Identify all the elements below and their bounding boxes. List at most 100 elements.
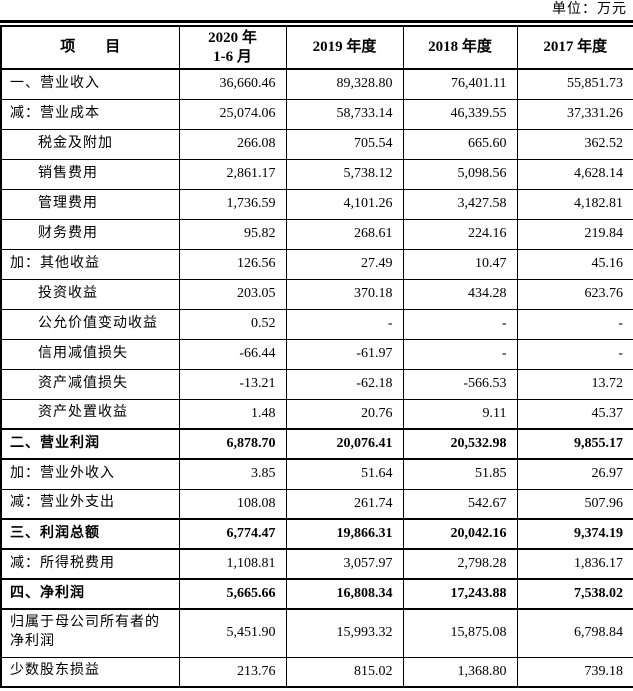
item-label-cell: 管理费用 — [0, 188, 180, 220]
value-cell: 17,243.88 — [402, 578, 518, 610]
value-cell: 95.82 — [178, 218, 287, 250]
item-label-cell: 少数股东损益 — [0, 656, 180, 688]
value-cell: 5,451.90 — [178, 608, 287, 658]
table-row: 投资收益 203.05 370.18 434.28 623.76 — [0, 278, 633, 310]
value-cell: 219.84 — [516, 218, 633, 250]
value-cell: 4,182.81 — [516, 188, 633, 220]
top-rule-divider — [0, 20, 633, 23]
value-cell: - — [285, 308, 404, 340]
value-cell: -66.44 — [178, 338, 287, 370]
value-cell: 5,738.12 — [285, 158, 404, 190]
value-cell: 16,808.34 — [285, 578, 404, 610]
table-header: 项 目 2020 年 1-6 月 2019 年度 2018 年度 2017 年度 — [0, 25, 633, 70]
value-cell: -566.53 — [402, 368, 518, 400]
value-cell: 45.16 — [516, 248, 633, 280]
value-cell: 7,538.02 — [516, 578, 633, 610]
table-row: 信用减值损失 -66.44 -61.97- - — [0, 338, 633, 370]
value-cell: 126.56 — [178, 248, 287, 280]
value-cell: 4,101.26 — [285, 188, 404, 220]
value-cell: 20,532.98 — [402, 428, 518, 460]
value-cell: 1,736.59 — [178, 188, 287, 220]
value-cell: 25,074.06 — [178, 98, 287, 130]
table-row: 二、营业利润 6,878.70 20,076.41 20,532.98 9,855.17 — [0, 428, 633, 460]
value-cell: 6,878.70 — [178, 428, 287, 460]
header-2020-line1: 2020 年 — [208, 29, 257, 46]
table-row: 加：营业外收入 3.85 51.64 51.85 26.97 — [0, 458, 633, 490]
value-cell: 665.60 — [402, 128, 518, 160]
item-label-cell: 信用减值损失 — [0, 338, 180, 370]
value-cell: 4,628.14 — [516, 158, 633, 190]
item-label-cell: 资产减值损失 — [0, 368, 180, 400]
value-cell: - — [402, 338, 518, 370]
table-row: 公允价值变动收益 0.52- - - — [0, 308, 633, 340]
item-label-cell: 归属于母公司所有者的净利润 — [0, 608, 180, 658]
income-statement-table: 项 目 2020 年 1-6 月 2019 年度 2018 年度 2017 年度… — [0, 25, 633, 688]
header-row: 项 目 2020 年 1-6 月 2019 年度 2018 年度 2017 年度 — [0, 25, 633, 70]
header-2017-column: 2017 年度 — [516, 25, 633, 70]
item-label-cell: 加：营业外收入 — [0, 458, 180, 490]
value-cell: 89,328.80 — [285, 68, 404, 100]
value-cell: 203.05 — [178, 278, 287, 310]
item-label-cell: 公允价值变动收益 — [0, 308, 180, 340]
value-cell: 9,855.17 — [516, 428, 633, 460]
item-label-cell: 减：营业外支出 — [0, 488, 180, 520]
value-cell: 5,665.66 — [178, 578, 287, 610]
item-label-cell: 四、净利润 — [0, 578, 180, 610]
value-cell: 739.18 — [516, 656, 633, 688]
item-label-cell: 投资收益 — [0, 278, 180, 310]
table-row: 归属于母公司所有者的净利润 5,451.90 15,993.32 15,875.08 6… — [0, 608, 633, 658]
value-cell: 58,733.14 — [285, 98, 404, 130]
item-label-cell: 财务费用 — [0, 218, 180, 250]
value-cell: 15,875.08 — [402, 608, 518, 658]
value-cell: -61.97 — [285, 338, 404, 370]
value-cell: 5,098.56 — [402, 158, 518, 190]
value-cell: - — [516, 338, 633, 370]
value-cell: -13.21 — [178, 368, 287, 400]
table-row: 一、营业收入 36,660.46 89,328.80 76,401.11 55,851.… — [0, 68, 633, 100]
value-cell: - — [402, 308, 518, 340]
value-cell: 37,331.26 — [516, 98, 633, 130]
value-cell: 1,368.80 — [402, 656, 518, 688]
value-cell: - — [516, 308, 633, 340]
item-label-cell: 加：其他收益 — [0, 248, 180, 280]
value-cell: 0.52 — [178, 308, 287, 340]
value-cell: 26.97 — [516, 458, 633, 490]
value-cell: 6,798.84 — [516, 608, 633, 658]
table-row: 减：所得税费用 1,108.81 3,057.97 2,798.28 1,836.17 — [0, 548, 633, 580]
item-label-cell: 二、营业利润 — [0, 428, 180, 460]
value-cell: -62.18 — [285, 368, 404, 400]
header-2020-column: 2020 年 1-6 月 — [178, 25, 287, 70]
value-cell: 266.08 — [178, 128, 287, 160]
value-cell: 268.61 — [285, 218, 404, 250]
value-cell: 36,660.46 — [178, 68, 287, 100]
value-cell: 2,861.17 — [178, 158, 287, 190]
value-cell: 15,993.32 — [285, 608, 404, 658]
table-row: 减：营业外支出 108.08 261.74 542.67 507.96 — [0, 488, 633, 520]
value-cell: 20,042.16 — [402, 518, 518, 550]
table-row: 三、利润总额 6,774.47 19,866.31 20,042.16 9,374.19 — [0, 518, 633, 550]
value-cell: 46,339.55 — [402, 98, 518, 130]
item-label-cell: 一、营业收入 — [0, 68, 180, 100]
value-cell: 27.49 — [285, 248, 404, 280]
value-cell: 9.11 — [402, 398, 518, 430]
value-cell: 51.85 — [402, 458, 518, 490]
value-cell: 362.52 — [516, 128, 633, 160]
value-cell: 507.96 — [516, 488, 633, 520]
value-cell: 1,108.81 — [178, 548, 287, 580]
value-cell: 55,851.73 — [516, 68, 633, 100]
table-row: 减：营业成本 25,074.06 58,733.14 46,339.55 37,331.… — [0, 98, 633, 130]
value-cell: 3,427.58 — [402, 188, 518, 220]
item-label-cell: 减：所得税费用 — [0, 548, 180, 580]
table-row: 资产减值损失 -13.21 -62.18 -566.53 13.72 — [0, 368, 633, 400]
item-label-cell: 资产处置收益 — [0, 398, 180, 430]
table-row: 管理费用 1,736.59 4,101.26 3,427.58 4,182.81 — [0, 188, 633, 220]
value-cell: 224.16 — [402, 218, 518, 250]
table-row: 四、净利润 5,665.66 16,808.34 17,243.88 7,538.02 — [0, 578, 633, 610]
value-cell: 370.18 — [285, 278, 404, 310]
value-cell: 13.72 — [516, 368, 633, 400]
item-label-cell: 税金及附加 — [0, 128, 180, 160]
value-cell: 9,374.19 — [516, 518, 633, 550]
value-cell: 434.28 — [402, 278, 518, 310]
header-2018-column: 2018 年度 — [402, 25, 518, 70]
